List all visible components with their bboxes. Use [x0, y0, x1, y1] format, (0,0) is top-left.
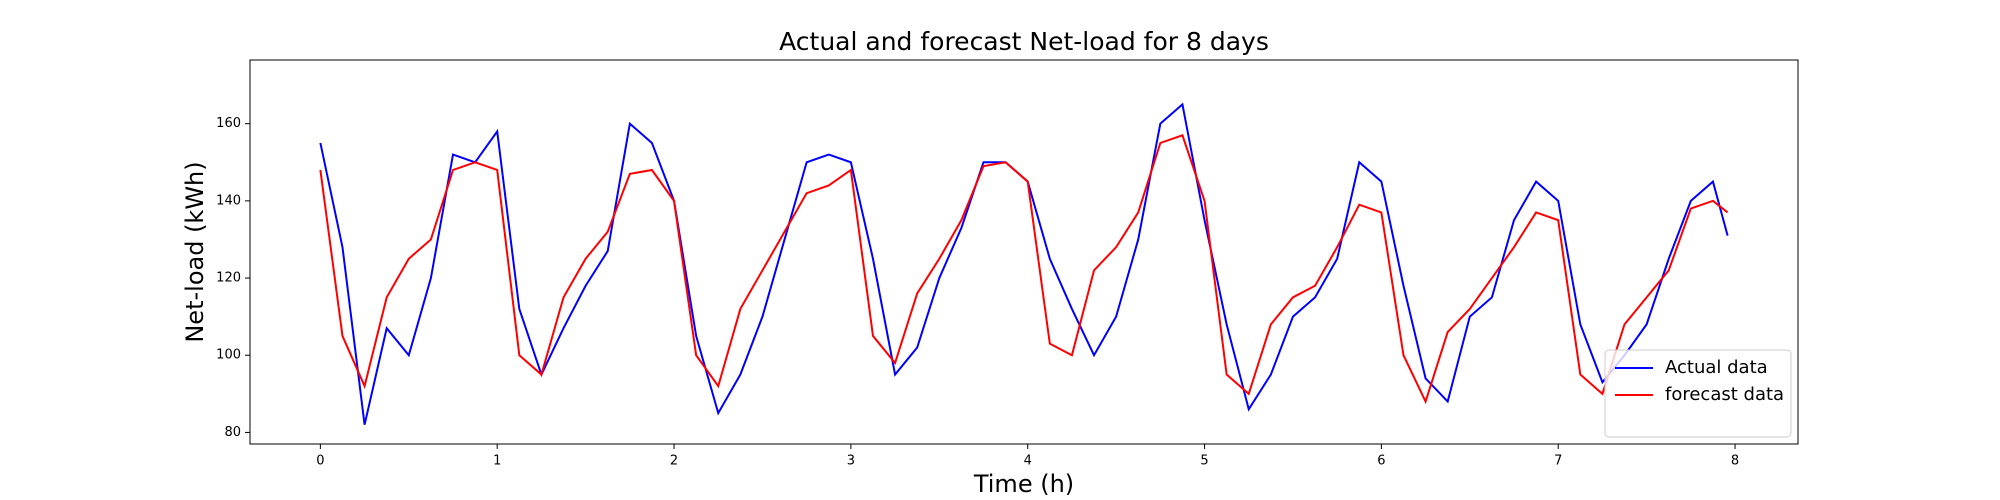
- x-tick-label: 7: [1554, 454, 1562, 469]
- y-axis-label: Net-load (kWh): [181, 161, 209, 342]
- y-tick-label: 140: [216, 193, 241, 208]
- x-tick-label: 6: [1377, 454, 1385, 469]
- x-tick-label: 2: [670, 454, 678, 469]
- y-tick-label: 160: [216, 116, 241, 131]
- x-tick-label: 0: [316, 454, 324, 469]
- y-tick-label: 100: [216, 348, 241, 363]
- x-tick-label: 5: [1200, 454, 1208, 469]
- x-tick-label: 1: [493, 454, 501, 469]
- x-tick-label: 4: [1024, 454, 1032, 469]
- data-line: [319, 102, 1729, 425]
- data-line: [319, 133, 1729, 405]
- legend-label: Actual data: [1665, 357, 1768, 378]
- y-tick-label: 120: [216, 271, 241, 286]
- x-axis-label: Time (h): [973, 470, 1074, 498]
- x-tick-label: 3: [847, 454, 855, 469]
- legend-label: forecast data: [1665, 384, 1784, 405]
- chart-title: Actual and forecast Net-load for 8 days: [779, 27, 1269, 56]
- x-tick-label: 8: [1731, 454, 1739, 469]
- plot-frame: [249, 59, 1799, 445]
- y-tick-label: 80: [224, 425, 241, 440]
- legend-box: [1604, 349, 1792, 438]
